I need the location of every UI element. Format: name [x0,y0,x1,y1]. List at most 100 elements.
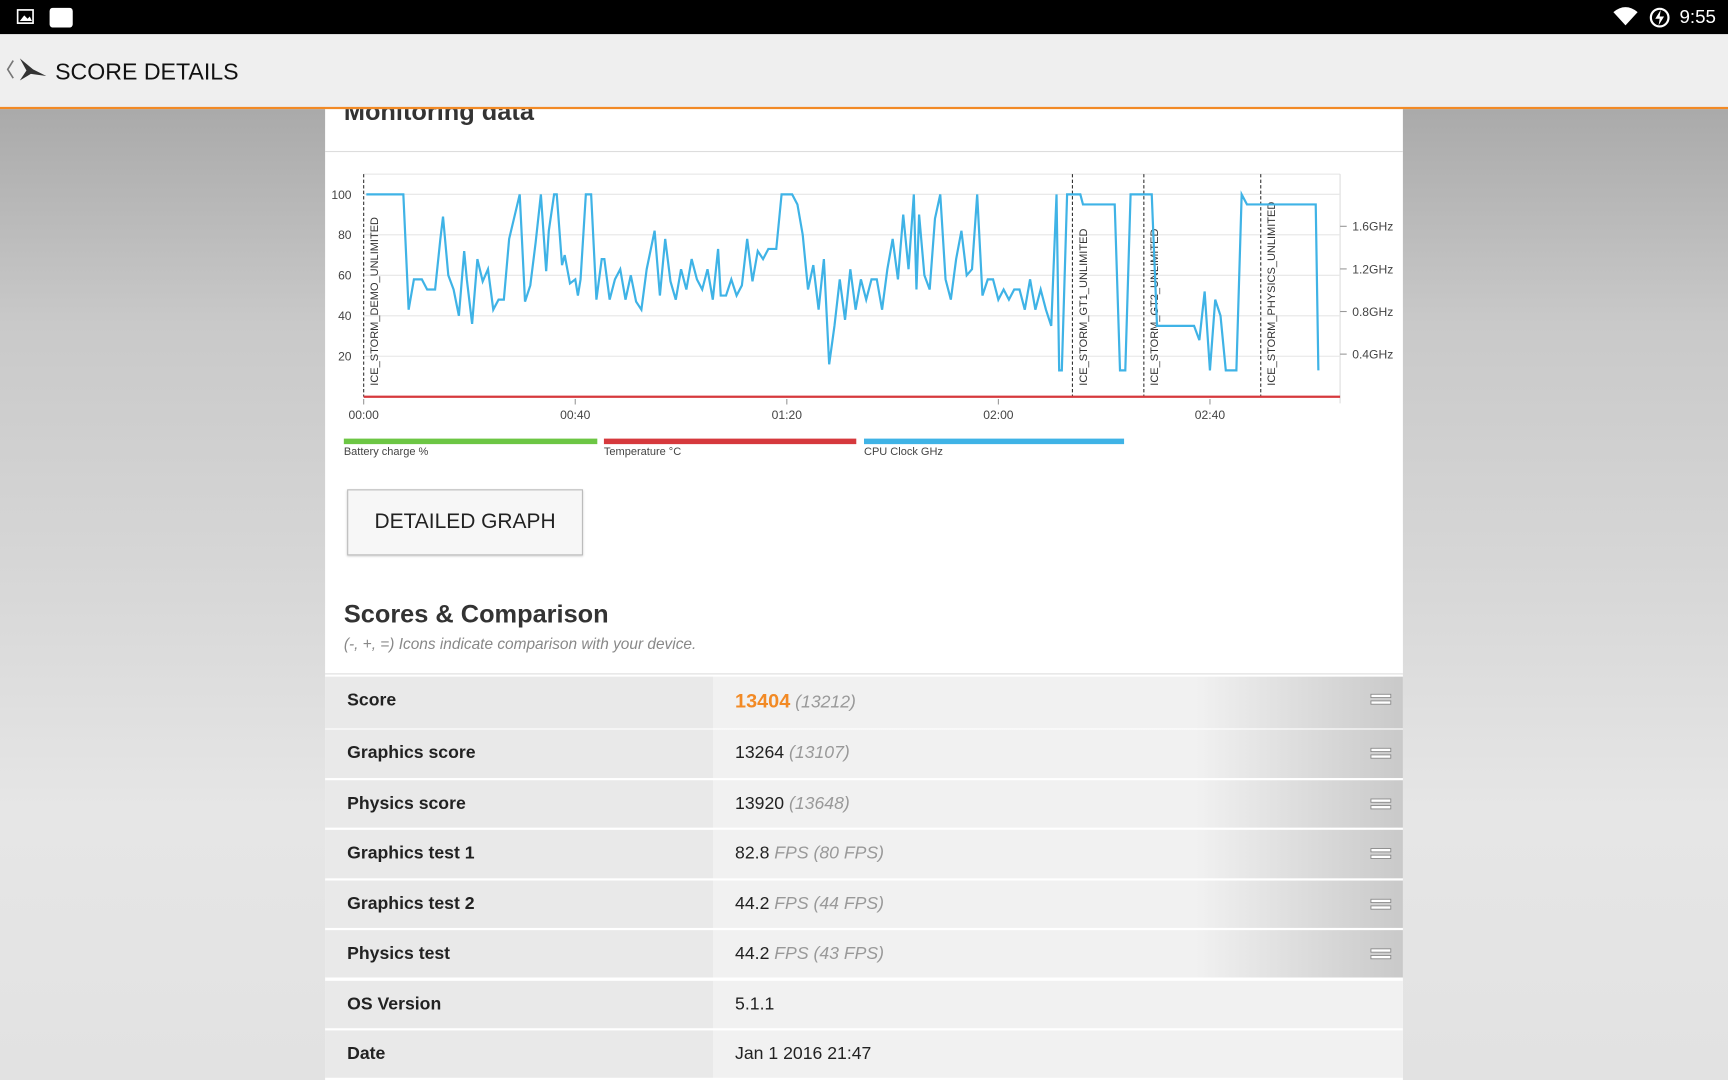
row-value: 5.1.1 [735,995,774,1015]
label-cell [325,1030,714,1078]
value: 13404 [735,689,791,712]
y-tick-label: 100 [331,188,351,202]
divider [325,150,1403,153]
x-tick-label: 02:00 [983,408,1014,422]
detailed-graph-button[interactable]: DETAILED GRAPH [347,489,583,556]
clock: 9:55 [1679,6,1716,28]
app-title: SCORE DETAILS [55,59,239,85]
score-row: Score 13404 (13212) [325,676,1403,729]
legend-label: CPU Clock GHz [864,446,943,458]
comparison: (13212) [795,693,856,712]
score-row: Physics test 44.2 FPS (43 FPS) [325,930,1403,978]
label-cell [325,829,714,879]
y-tick-label: 40 [338,309,352,323]
row-label: Physics test [347,944,451,964]
row-label: Date [347,1044,386,1064]
row-label: Graphics test 1 [347,844,475,863]
app-bar: SCORE DETAILS [0,34,1728,110]
monitoring-chart: 20 40 60 80 100 0.4GHz 0.8GHz 1.2GHz 1.6GHz 00:00… [331,173,1393,458]
scores-title: Scores & Comparison [343,599,609,629]
legend-swatch [343,438,598,445]
status-icons-right [1613,7,1670,28]
marker-label: ICE_STORM_DEMO_UNLIMITED [369,217,381,386]
series-line [366,190,1320,372]
legend-swatch [603,438,857,445]
row-label: OS Version [347,995,442,1014]
comparison: (43 FPS) [813,944,885,964]
label-cell [325,980,714,1029]
equal-icon [1370,948,1392,960]
score-row: Graphics score 13264 (13107) [325,729,1403,779]
status-icons [16,7,73,28]
value-cell [713,676,1403,729]
equal-icon [1370,848,1392,859]
legend-swatch [863,438,1125,445]
divider [325,673,1403,675]
x-tick-label: 02:40 [1195,408,1226,422]
row-value: 13920 (13648) [735,795,850,815]
y2-tick-label: 1.2GHz [1352,262,1393,276]
row-label: Physics score [347,794,466,814]
row-value: 13264 (13107) [735,744,850,764]
scores-subtitle: (-, +, =) Icons indicate comparison with… [343,634,697,653]
y-tick-label: 80 [338,228,352,242]
value-cell [713,880,1403,928]
x-tick-label: 00:40 [560,408,591,422]
score-row: Date Jan 1 2016 21:47 [325,1030,1403,1078]
value: 82.8 [735,844,770,863]
value: 13264 [735,743,785,763]
equal-icon [1370,798,1392,810]
score-row: Physics score 13920 (13648) [325,780,1403,828]
label-cell [325,930,714,978]
label-cell [325,676,714,729]
comparison: (44 FPS) [813,894,885,914]
row-label: Score [347,690,397,710]
value: 44.2 [735,894,770,914]
legend-label: Battery charge % [344,446,429,458]
row-label: Graphics score [347,743,476,763]
y-tick-label: 20 [338,350,352,364]
unit: FPS [774,894,809,914]
score-row: Graphics test 2 44.2 FPS (44 FPS) [325,880,1403,928]
y2-tick-label: 1.6GHz [1352,220,1393,234]
marker-label: ICE_STORM_GT2_UNLIMITED [1149,229,1161,386]
marker-label: ICE_STORM_GT1_UNLIMITED [1078,229,1090,386]
x-tick-label: 01:20 [772,408,803,422]
y2-tick-label: 0.4GHz [1352,348,1393,362]
row-value: 82.8 FPS (80 FPS) [735,844,884,864]
value: 44.2 [735,944,770,964]
comparison: (13648) [789,794,850,814]
row-value: 44.2 FPS (43 FPS) [735,944,884,964]
row-label: Graphics test 2 [347,894,475,914]
equal-icon [1370,693,1392,705]
label-cell [325,880,714,928]
value-cell [713,829,1403,879]
comparison: (80 FPS) [813,844,885,863]
equal-icon [1370,747,1392,759]
unit: FPS [774,944,809,964]
comparison: (13107) [789,743,850,763]
y-tick-label: 60 [338,269,352,283]
back-logo[interactable] [4,56,48,87]
value: 5.1.1 [735,995,775,1014]
value: Jan 1 2016 21:47 [735,1044,872,1064]
value-cell [713,980,1403,1029]
value-cell [713,780,1403,828]
unit: FPS [774,844,809,863]
value-cell [713,930,1403,978]
y2-tick-label: 0.8GHz [1352,305,1393,319]
score-row: Graphics test 1 82.8 FPS (80 FPS) [325,829,1403,879]
row-value: Jan 1 2016 21:47 [735,1045,871,1065]
x-tick-label: 00:00 [349,408,380,422]
legend-label: Temperature °C [604,446,681,458]
marker-label: ICE_STORM_PHYSICS_UNLIMITED [1266,202,1278,386]
value-cell [713,729,1403,779]
row-value: 44.2 FPS (44 FPS) [735,895,884,915]
value-cell [713,1030,1403,1078]
score-row: OS Version 5.1.1 [325,980,1403,1029]
equal-icon [1370,898,1392,910]
label-cell [325,729,714,779]
status-bar: 9:55 [0,0,1728,35]
row-value: 13404 (13212) [735,690,856,713]
